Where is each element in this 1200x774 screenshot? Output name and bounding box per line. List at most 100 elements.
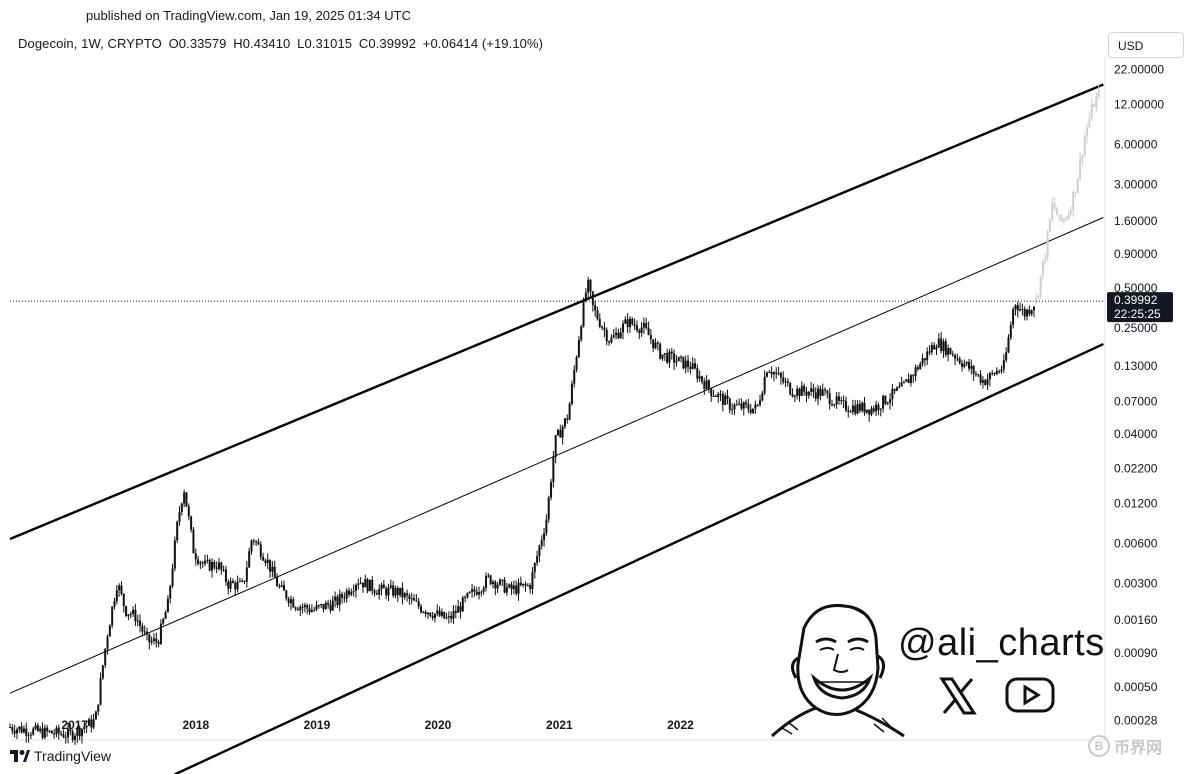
candle: [772, 372, 775, 375]
symbol-legend: Dogecoin, 1W, CRYPTO O0.33579 H0.43410 L…: [18, 36, 546, 51]
candle: [508, 584, 511, 588]
candle: [385, 588, 388, 596]
candle: [125, 606, 128, 616]
candle: [779, 373, 782, 378]
candle: [1021, 308, 1024, 310]
candle: [368, 579, 371, 592]
candle: [738, 403, 741, 405]
candle: [104, 648, 107, 666]
y-tick-label: 22.00000: [1114, 63, 1164, 77]
candle: [963, 363, 966, 367]
candle: [661, 354, 664, 359]
candle: [791, 394, 794, 397]
candle: [468, 591, 471, 593]
candle: [248, 551, 251, 568]
y-tick-label: 0.50000: [1114, 281, 1158, 295]
candle: [854, 405, 857, 414]
candle: [949, 347, 952, 355]
candle: [566, 418, 569, 420]
candle: [134, 609, 137, 622]
candle: [972, 365, 975, 374]
ohlc-open: O0.33579: [168, 36, 227, 51]
candle: [912, 375, 915, 377]
candle: [951, 354, 954, 356]
projected-candle: [1067, 214, 1070, 219]
candle: [944, 341, 947, 355]
candle: [406, 593, 409, 596]
candle: [106, 636, 109, 649]
projected-candle: [1037, 295, 1040, 299]
candle: [76, 727, 79, 736]
candle: [540, 539, 543, 546]
projected-candle: [1062, 218, 1065, 221]
candle: [269, 559, 272, 572]
y-tick-label: 12.00000: [1114, 98, 1164, 112]
candle: [62, 734, 65, 738]
candle: [510, 584, 513, 590]
ohlc-close: C0.39992: [358, 36, 417, 51]
candle: [197, 559, 200, 564]
candle: [22, 728, 25, 733]
candle: [413, 598, 416, 601]
tradingview-logo[interactable]: TradingView: [10, 748, 111, 764]
candle: [32, 728, 35, 735]
candle: [826, 390, 829, 394]
candle: [224, 569, 227, 582]
candle: [556, 429, 559, 436]
candle: [80, 728, 83, 737]
candle: [294, 607, 297, 609]
symbol-name[interactable]: Dogecoin, 1W, CRYPTO: [18, 36, 162, 51]
candle: [87, 719, 90, 726]
candle: [345, 590, 348, 599]
x-logo-icon[interactable]: [938, 676, 978, 716]
plot-area[interactable]: [10, 60, 1105, 740]
candle: [680, 356, 683, 358]
candle: [547, 497, 550, 520]
candle: [993, 373, 996, 375]
candle: [336, 596, 339, 606]
candle: [719, 393, 722, 395]
candle: [930, 345, 933, 353]
candle: [696, 368, 699, 379]
candle: [745, 402, 748, 405]
candle: [67, 728, 70, 738]
candle: [531, 572, 534, 589]
channel-line-lower[interactable]: [174, 342, 1104, 774]
candle: [169, 586, 172, 599]
projected-candle: [1097, 90, 1100, 97]
candle: [461, 597, 464, 612]
candle: [452, 611, 455, 619]
candle: [652, 339, 655, 349]
candle: [775, 372, 778, 374]
candle: [262, 556, 265, 561]
candle: [162, 618, 165, 624]
candle: [64, 737, 67, 739]
candle: [366, 579, 369, 592]
currency-button[interactable]: USD: [1108, 32, 1184, 58]
candle: [152, 638, 155, 641]
candle: [173, 540, 176, 569]
candle: [849, 411, 852, 413]
candle: [819, 388, 822, 396]
candle: [947, 347, 950, 355]
projected-candle: [1058, 215, 1061, 217]
candle: [329, 604, 332, 611]
candle: [756, 404, 759, 406]
candle: [705, 380, 708, 390]
candle: [145, 631, 148, 635]
candle: [55, 727, 58, 735]
youtube-icon[interactable]: [1004, 676, 1056, 714]
candle: [122, 593, 125, 607]
y-tick-label: 0.01200: [1114, 497, 1158, 511]
channel-line-upper[interactable]: [9, 83, 1104, 541]
candle: [143, 631, 146, 633]
candle: [401, 587, 404, 598]
y-tick-label: 0.00160: [1114, 613, 1158, 627]
candle: [675, 361, 678, 363]
projected-candle: [1046, 231, 1049, 258]
candle: [898, 386, 901, 388]
candle: [765, 372, 768, 377]
candle: [108, 625, 111, 637]
candle: [958, 358, 961, 364]
